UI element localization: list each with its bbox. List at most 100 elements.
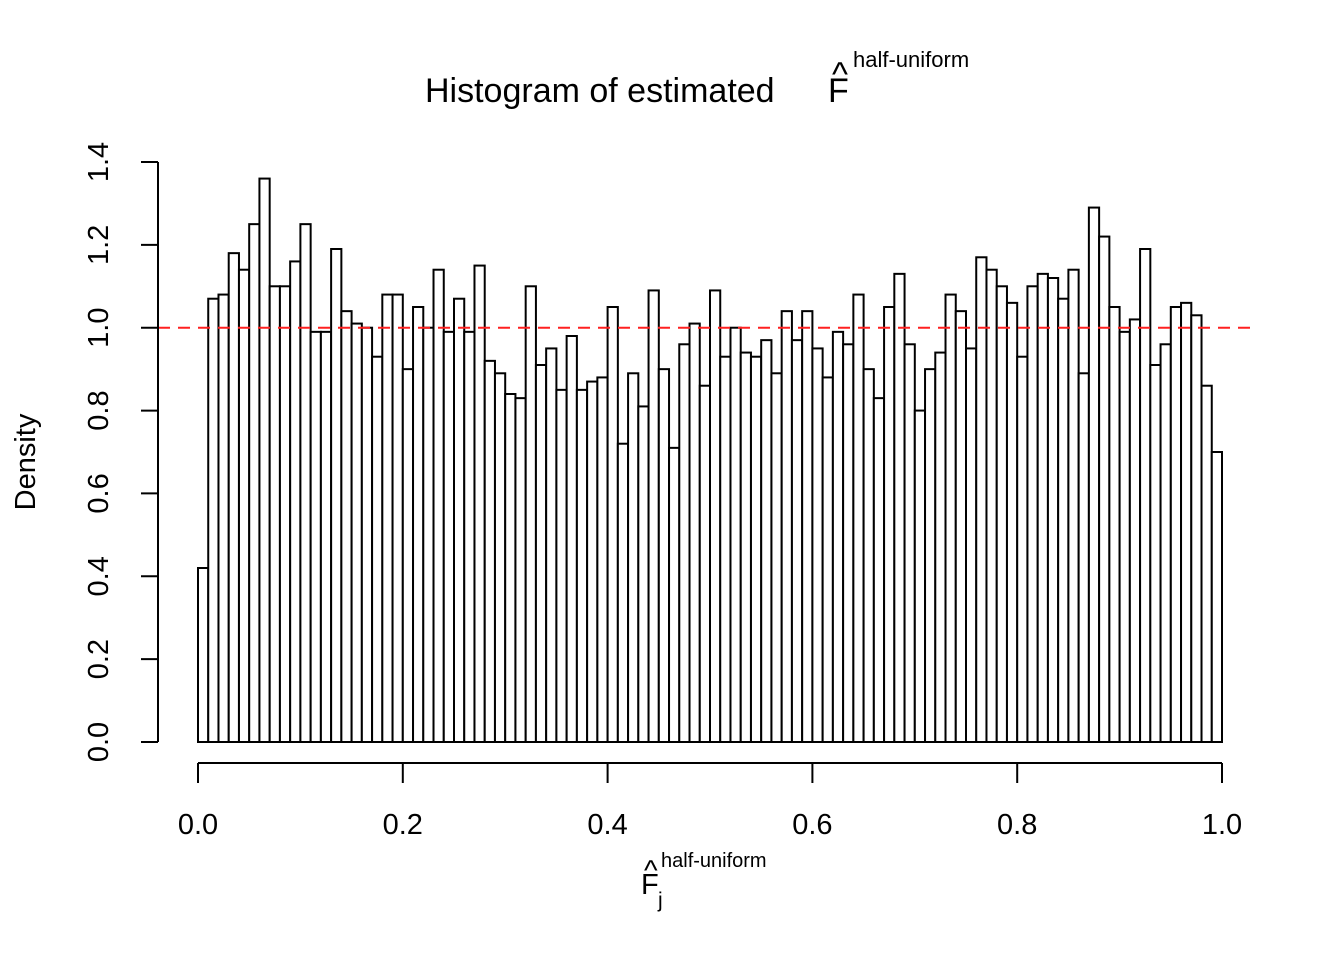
histogram-bar <box>1067 268 1080 743</box>
x-tick-label: 0.0 <box>178 809 218 841</box>
histogram-bar <box>1087 206 1101 744</box>
histogram-bar <box>852 293 865 743</box>
histogram-bar <box>770 372 783 743</box>
histogram-bar <box>1210 451 1224 743</box>
histogram-bar <box>340 310 353 743</box>
x-axis: 0.0 0.2 0.4 0.6 0.8 1.0 <box>178 762 1242 841</box>
histogram-bar <box>657 368 671 743</box>
x-tick-label: 0.6 <box>792 809 832 841</box>
y-tick-label: 0.4 <box>83 556 115 596</box>
histogram-bar <box>1200 384 1213 743</box>
histogram-bar <box>514 397 527 743</box>
histogram-bar <box>350 322 363 743</box>
histogram-bar <box>391 293 404 743</box>
histogram-bar <box>299 223 312 743</box>
histogram-bar <box>831 330 845 743</box>
histogram-bar <box>493 372 507 743</box>
y-tick-label: 0.6 <box>83 473 115 513</box>
histogram-bar <box>237 268 251 743</box>
x-axis-title-superscript: half-uniform <box>661 850 767 872</box>
histogram-bar <box>565 335 578 743</box>
histogram-bar <box>381 293 394 743</box>
histogram-bar <box>371 355 384 743</box>
histogram-bar <box>596 376 609 743</box>
chart-title-symbol: F <box>828 72 849 110</box>
x-axis-title-symbol: F <box>641 869 659 901</box>
histogram-bar <box>227 252 240 743</box>
histogram-bar <box>1016 355 1029 743</box>
histogram-bar <box>289 260 302 743</box>
histogram-bar <box>1128 318 1142 743</box>
histogram-bar <box>1180 301 1193 743</box>
histogram-bar <box>678 343 691 743</box>
x-axis-title-subscript: j <box>657 889 663 912</box>
histogram-bar <box>197 567 210 743</box>
histogram-bar <box>330 248 343 743</box>
histogram-bar <box>524 285 537 743</box>
histogram-bar <box>309 330 322 743</box>
chart-title: Histogram of estimated F ^ half-uniform <box>425 47 969 110</box>
histogram-bar <box>1159 343 1172 743</box>
histogram-bar <box>473 264 486 743</box>
y-tick-label: 0.2 <box>83 639 115 679</box>
histogram-bar <box>555 388 568 743</box>
histogram-bar <box>586 380 599 743</box>
histogram-bar <box>217 293 230 743</box>
histogram-bar <box>207 297 220 743</box>
histogram-bar <box>668 446 681 743</box>
histogram-bar <box>637 405 650 743</box>
histogram-bar <box>739 351 752 743</box>
y-axis-title: Density <box>10 413 42 510</box>
histogram-bar <box>842 343 855 743</box>
histogram-bar <box>248 223 261 743</box>
histogram-bar <box>504 393 517 743</box>
histogram-bar <box>278 285 292 743</box>
histogram-bar <box>790 339 804 743</box>
x-tick-label: 0.4 <box>587 809 627 841</box>
x-axis-title: F ^ half-uniform j <box>641 850 767 912</box>
histogram-bar <box>719 355 732 743</box>
histogram-bar <box>360 326 374 743</box>
histogram-bar <box>709 289 722 743</box>
x-tick-label: 0.2 <box>383 809 423 841</box>
histogram-bar <box>1149 364 1162 743</box>
histogram-bar <box>412 306 425 743</box>
histogram-bar <box>1118 330 1131 743</box>
histogram-bar <box>872 397 886 743</box>
y-tick-label: 1.2 <box>83 225 115 265</box>
histogram-bar <box>780 310 793 743</box>
histogram-bars <box>197 177 1224 744</box>
histogram-bar <box>965 347 978 743</box>
histogram-bar <box>1108 306 1121 743</box>
histogram-bar <box>606 306 619 743</box>
x-tick-label: 1.0 <box>1202 809 1242 841</box>
histogram-bar <box>801 310 814 743</box>
histogram-bar <box>1190 314 1203 743</box>
chart-title-text: Histogram of estimated <box>425 72 775 110</box>
histogram-bar <box>258 177 271 744</box>
x-tick-label: 0.8 <box>997 809 1037 841</box>
histogram-bar <box>688 322 701 743</box>
histogram-bar <box>883 306 896 743</box>
histogram-bar <box>1077 372 1090 743</box>
histogram-bar <box>1139 248 1152 743</box>
histogram-bar <box>698 384 712 743</box>
histogram-bar <box>463 330 476 743</box>
histogram-bar <box>924 368 937 743</box>
histogram-bar <box>1046 277 1060 743</box>
histogram-bar <box>821 376 834 743</box>
histogram-bar <box>401 368 415 743</box>
histogram-bar <box>483 359 496 743</box>
y-axis: 0.0 0.2 0.4 0.6 0.8 1.0 1.2 1.4 <box>83 142 159 762</box>
histogram-bar <box>1057 297 1070 743</box>
histogram-bar <box>647 289 660 743</box>
histogram-bar <box>954 310 968 743</box>
chart-title-superscript: half-uniform <box>853 47 969 72</box>
histogram-bar <box>903 343 916 743</box>
histogram-bar <box>534 364 548 743</box>
histogram-bar <box>913 409 927 743</box>
histogram-bar <box>442 330 456 743</box>
histogram-bar <box>319 330 333 743</box>
histogram-bar <box>995 285 1008 743</box>
